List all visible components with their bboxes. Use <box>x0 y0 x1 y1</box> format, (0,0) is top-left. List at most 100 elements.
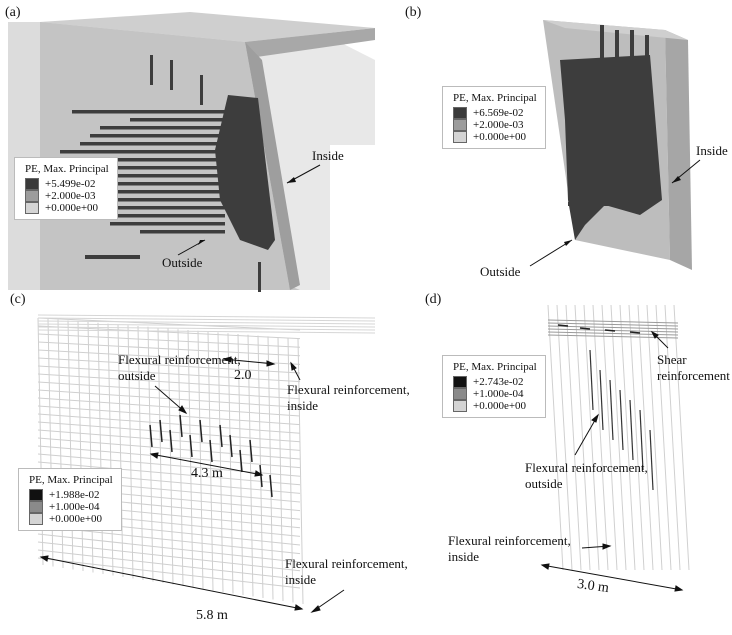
legend-value: +0.000e+00 <box>49 513 103 525</box>
mesh-bar-horizontal <box>37 429 301 451</box>
mesh-bar-horizontal <box>37 421 301 443</box>
mesh-shear-bar <box>547 319 679 324</box>
crack-strip <box>90 214 225 218</box>
strained-bar <box>159 419 163 443</box>
mesh-bar-horizontal <box>37 405 301 426</box>
strained-bar <box>589 349 594 411</box>
mesh-bar-horizontal <box>37 461 301 486</box>
dim-line-2 <box>223 358 275 365</box>
crack-vertical <box>150 55 153 85</box>
strained-bar <box>649 429 654 491</box>
panel-a-figure <box>8 12 375 292</box>
legend-swatch-dark <box>25 178 39 190</box>
mesh-bar-horizontal <box>37 541 301 572</box>
crack-strip <box>568 118 628 122</box>
mesh-bar-vertical <box>655 304 672 571</box>
legend-swatch-light <box>453 131 467 143</box>
strained-shear <box>604 329 616 332</box>
strained-bar <box>639 409 644 471</box>
crack-vertical <box>600 25 604 65</box>
crack-strip <box>50 166 225 170</box>
panel-a: (a) PE, Max. Principal +5.499e-02 +2.000… <box>0 0 400 292</box>
panel-b-side-face <box>665 30 692 270</box>
strained-bar <box>269 474 273 498</box>
mesh-bar-horizontal <box>37 357 301 374</box>
legend-title: PE, Max. Principal <box>29 474 113 486</box>
panel-c-flex-in-top-label-1: Flexural reinforcement, <box>287 382 410 397</box>
mesh-bar-vertical <box>97 322 104 575</box>
legend-swatch-mid <box>25 190 39 202</box>
arrow-head <box>650 330 659 339</box>
mesh-top-slab <box>37 326 376 331</box>
crack-strip <box>140 230 225 234</box>
arrow-head <box>287 177 296 183</box>
strained-bar <box>259 464 263 488</box>
panel-a-wall-main <box>40 22 290 290</box>
strained-bar <box>239 449 243 473</box>
mesh-bar-vertical <box>547 304 564 571</box>
mesh-bar-horizontal <box>37 325 301 340</box>
mesh-bar-horizontal <box>37 549 301 580</box>
strained-bar <box>229 434 233 458</box>
mesh-bar-vertical <box>277 337 284 602</box>
legend-value: +1.988e-02 <box>49 489 100 501</box>
crack-strip <box>568 178 618 182</box>
panel-c-flex-in-bot-label-2: inside <box>285 572 317 587</box>
panel-a-arrows <box>177 164 321 256</box>
mesh-bar-horizontal <box>37 365 301 383</box>
mesh-top-slab <box>37 323 376 328</box>
crack-strip <box>40 182 225 186</box>
panel-c-flex-out-label-1: Flexural reinforcement, <box>118 352 241 367</box>
strained-bar <box>199 419 203 443</box>
legend-value: +2.000e-03 <box>45 190 96 202</box>
mesh-bar-horizontal <box>37 341 301 357</box>
mesh-bar-vertical <box>610 304 627 571</box>
strained-shear <box>579 327 591 330</box>
panel-b-legend: PE, Max. Principal +6.569e-02 +2.000e-03… <box>442 86 546 149</box>
crack-strip <box>50 198 225 202</box>
arrow-head <box>310 605 321 613</box>
crack-strip <box>110 222 225 226</box>
panel-d-annotations <box>540 330 684 592</box>
mesh-bar-vertical <box>637 304 654 571</box>
arrow-head <box>198 240 205 245</box>
panel-c-dim-43: 4.3 m <box>191 466 223 481</box>
arrow-head <box>591 413 599 423</box>
mesh-bar-vertical <box>207 331 214 591</box>
legend-value: +5.499e-02 <box>45 178 96 190</box>
crack-strip <box>60 150 225 154</box>
crack-strip <box>80 206 225 210</box>
crack-strip <box>568 106 618 110</box>
legend-swatch-dark <box>453 107 467 119</box>
mesh-bar-vertical <box>197 330 204 590</box>
mesh-top-slab <box>37 314 376 319</box>
strained-bar <box>169 429 173 453</box>
legend-title: PE, Max. Principal <box>453 361 537 373</box>
dim-line-30 <box>541 564 683 591</box>
crack-vertical <box>200 75 203 105</box>
mesh-bar-vertical <box>267 336 274 600</box>
crack-strip <box>72 110 225 114</box>
mesh-top-slab <box>37 317 376 322</box>
legend-swatch-mid <box>453 388 467 400</box>
mesh-top-slab <box>37 320 376 325</box>
panel-b-inside-label: Inside <box>696 143 728 158</box>
panel-c: (c) Flexural reinforcement, outside Flex… <box>0 290 420 635</box>
crack-strip <box>40 174 225 178</box>
strained-shear <box>557 324 569 327</box>
arrow-head <box>564 240 572 246</box>
panel-b-cracks <box>568 25 649 206</box>
panel-b-label: (b) <box>405 5 422 20</box>
dim-line-58 <box>40 556 303 610</box>
panel-c-dim-58: 5.8 m <box>196 608 228 623</box>
arrow-head <box>290 361 297 371</box>
legend-title: PE, Max. Principal <box>453 92 537 104</box>
strained-bar <box>249 439 253 463</box>
panel-c-label: (c) <box>10 292 26 307</box>
mesh-top-slab <box>37 329 376 334</box>
mesh-bar-horizontal <box>37 533 301 563</box>
mesh-bar-vertical <box>592 304 609 571</box>
mesh-bar-horizontal <box>37 413 301 434</box>
mesh-bar-vertical <box>137 325 144 581</box>
panel-d-shear-label-1: Shear <box>657 352 687 367</box>
